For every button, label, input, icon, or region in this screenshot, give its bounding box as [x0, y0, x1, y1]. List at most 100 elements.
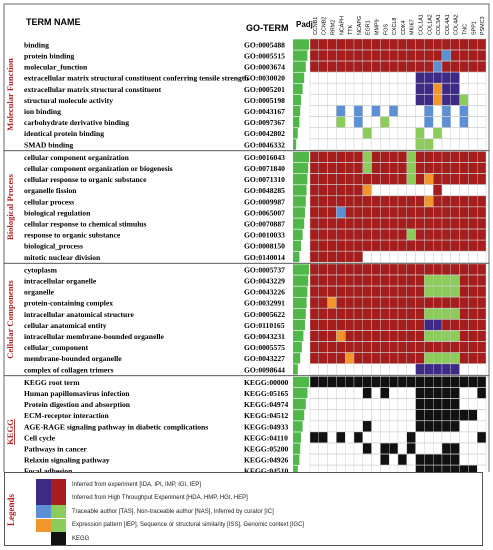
heatmap-cell: [353, 83, 364, 95]
heatmap-cell: [433, 319, 443, 331]
term-id: GO:0071840: [244, 164, 285, 173]
heatmap-cell: [380, 352, 390, 364]
heatmap-cell: [389, 83, 399, 95]
term-label: cellular anatomical entity: [24, 321, 107, 330]
heatmap-cell: [468, 240, 478, 252]
heatmap-cell: [415, 319, 425, 331]
heatmap-cell: [459, 319, 469, 331]
heatmap-cell: [327, 195, 337, 207]
heatmap-cell: [477, 228, 487, 241]
heatmap-cell: [459, 286, 469, 298]
heatmap-cell: [389, 195, 399, 207]
heatmap-cell: [380, 286, 390, 298]
heatmap-cell: [468, 465, 478, 472]
heatmap-cell: [459, 330, 469, 342]
heatmap-cell: [450, 162, 460, 174]
heatmap-cell: [336, 409, 346, 421]
heatmap-cell: [353, 409, 364, 421]
heatmap-cell: [318, 341, 328, 353]
heatmap-cell: [415, 409, 425, 421]
heatmap-cell: [380, 330, 390, 342]
heatmap-cell: [345, 431, 355, 443]
heatmap-cell: [450, 105, 460, 117]
heatmap-cell: [441, 83, 452, 95]
heatmap-cell: [327, 465, 337, 472]
heatmap-cell: [362, 387, 372, 399]
heatmap-cell: [345, 330, 355, 342]
heatmap-cell: [345, 286, 355, 298]
heatmap-cell: [371, 94, 381, 106]
heatmap-cell: [309, 94, 320, 106]
heatmap-cell: [362, 431, 372, 443]
heatmap-cell: [309, 61, 320, 73]
heatmap-cell: [389, 376, 399, 388]
term-label: identical protein binding: [24, 129, 104, 138]
heatmap-cell: [415, 61, 425, 73]
heatmap-cell: [397, 195, 408, 207]
heatmap-cell: [415, 38, 425, 50]
heatmap-cell: [389, 308, 399, 320]
heatmap-cell: [380, 116, 390, 128]
term-id: KEGG:04933: [244, 422, 289, 431]
heatmap-cell: [353, 105, 364, 117]
heatmap-cell: [433, 138, 443, 150]
legend-item: Traceable author [TAS], Non-traceable au…: [36, 505, 274, 519]
heatmap-cell: [336, 195, 346, 207]
heatmap-cell: [371, 442, 381, 455]
heatmap-cell: [459, 398, 469, 410]
heatmap-cell: [424, 420, 434, 432]
heatmap-cell: [371, 409, 381, 421]
heatmap-cell: [433, 195, 443, 207]
heatmap-cell: [441, 173, 452, 185]
heatmap-cell: [477, 442, 487, 455]
heatmap-cell: [362, 398, 372, 410]
heatmap-cell: [345, 49, 355, 62]
heatmap-cell: [459, 297, 469, 309]
term-label: Relaxin signaling pathway: [24, 456, 110, 465]
heatmap-cell: [309, 138, 320, 150]
padj-bar: [293, 128, 298, 139]
heatmap-cell: [406, 431, 416, 443]
heatmap-cell: [353, 286, 364, 298]
term-id: GO:0009987: [244, 197, 285, 206]
heatmap-cell: [441, 442, 452, 455]
heatmap-cell: [433, 352, 443, 364]
heatmap-cell: [477, 206, 487, 218]
term-id: KEGG:00000: [244, 378, 289, 387]
padj-bar: [293, 39, 309, 50]
term-label: extracellular matrix structural constitu…: [24, 74, 249, 83]
heatmap-cell: [318, 420, 328, 432]
heatmap-cell: [362, 184, 372, 196]
heatmap-cell: [371, 138, 381, 150]
heatmap-cell: [433, 409, 443, 421]
heatmap-cell: [389, 173, 399, 185]
heatmap-cell: [397, 465, 408, 472]
heatmap-cell: [397, 162, 408, 174]
heatmap-cell: [397, 341, 408, 353]
padj-bar: [293, 410, 305, 421]
heatmap-cell: [450, 409, 460, 421]
heatmap-cell: [389, 72, 399, 84]
heatmap-cell: [389, 162, 399, 174]
padj-bar: [293, 443, 301, 454]
heatmap-cell: [397, 127, 408, 139]
heatmap-cell: [362, 319, 372, 331]
heatmap-cell: [424, 184, 434, 196]
padj-bar: [293, 319, 305, 331]
heatmap-cell: [415, 286, 425, 298]
heatmap-cell: [362, 341, 372, 353]
heatmap-cell: [441, 420, 452, 432]
term-label: protein binding: [24, 52, 74, 61]
heatmap-cell: [336, 217, 346, 230]
heatmap-cell: [415, 49, 425, 62]
padj-bar: [293, 387, 308, 399]
heatmap-cell: [406, 409, 416, 421]
heatmap-cell: [389, 127, 399, 139]
heatmap-cell: [468, 297, 478, 309]
heatmap-cell: [371, 274, 381, 287]
heatmap-cell: [318, 105, 328, 117]
heatmap-cell: [433, 206, 443, 218]
heatmap-cell: [468, 116, 478, 128]
heatmap-cell: [433, 94, 443, 106]
